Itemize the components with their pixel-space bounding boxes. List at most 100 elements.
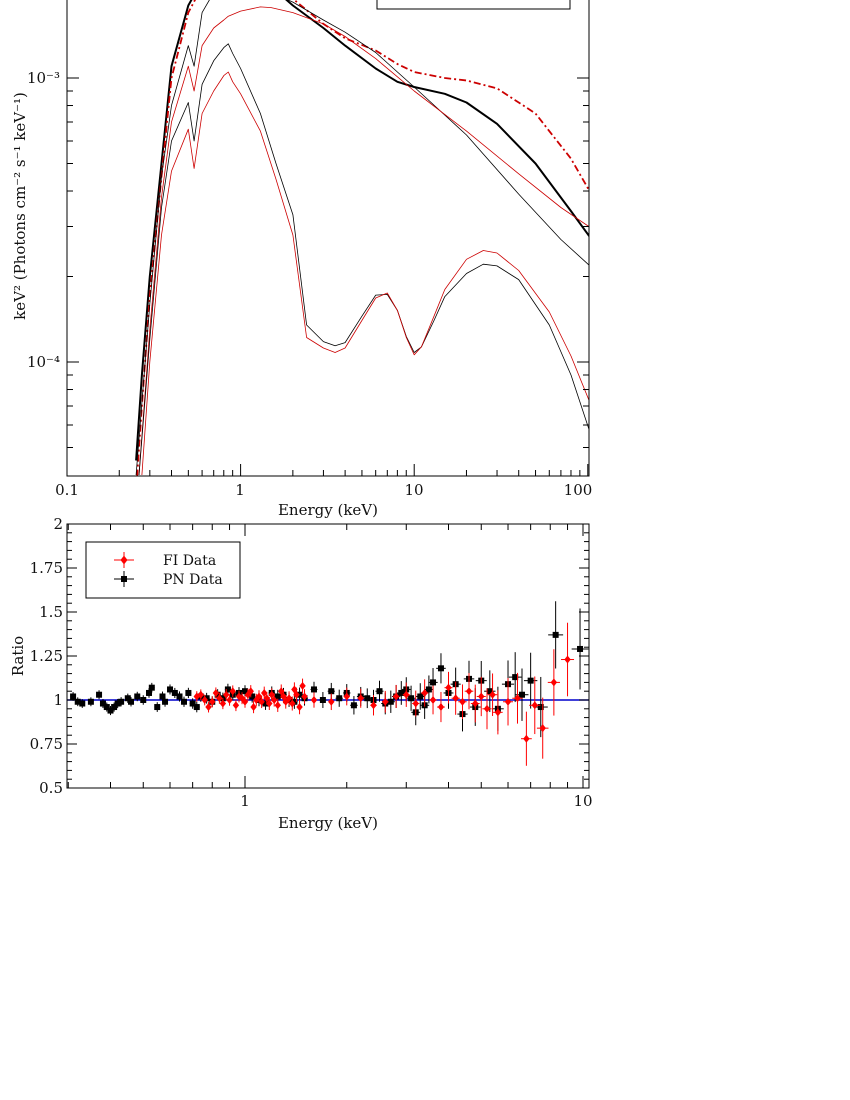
ratio-legend: FI Data PN Data <box>85 541 241 599</box>
pn-data-point <box>176 691 183 702</box>
fi-data-point <box>529 676 541 735</box>
fi-data-point <box>343 687 350 706</box>
fi-data-point <box>482 688 492 730</box>
spectrum-plot-frame <box>66 0 590 477</box>
fi-data-point <box>503 678 514 726</box>
fi-data-point <box>289 696 296 711</box>
fi-data-point <box>301 689 308 704</box>
bottom-y-tick-label: 1.25 <box>30 647 63 665</box>
spectrum-curve-3 <box>135 0 589 476</box>
fi-data-point <box>261 686 268 700</box>
pn-data-point <box>335 689 343 707</box>
pn-data-point <box>193 701 200 713</box>
fi-data-point <box>561 622 575 697</box>
fi-data-point <box>451 681 460 715</box>
pn-data-point <box>118 697 125 707</box>
top-y-axis-label: keV² (Photons cm⁻² s⁻¹ keV⁻¹) <box>11 92 29 320</box>
spectrum-curve-1 <box>135 0 589 461</box>
fi-data-point <box>255 690 263 703</box>
spectrum-curve-2 <box>136 0 589 476</box>
fi-data-point <box>226 694 233 706</box>
pn-data-point <box>363 688 372 709</box>
pn-data-point <box>162 696 169 707</box>
pn-data-point <box>107 706 114 716</box>
fi-data-point <box>470 684 480 723</box>
pn-data-point <box>167 684 174 695</box>
fi-data-point <box>244 688 252 701</box>
fi-data-point <box>536 697 549 759</box>
fi-data-point <box>437 691 445 723</box>
pn-data-point <box>70 692 77 701</box>
fi-data-point <box>193 691 200 702</box>
top-x-tick-label: 1 <box>235 481 245 499</box>
fi-data-point <box>266 697 273 710</box>
fi-data-point <box>402 682 410 707</box>
bottom-y-axis-label: Ratio <box>9 636 27 676</box>
fi-data-point <box>274 698 281 712</box>
legend-fi-label: FI Data <box>163 553 216 569</box>
fi-data-point <box>412 690 420 717</box>
top-y-tick-label: 10⁻⁴ <box>27 353 60 371</box>
pn-data-point <box>350 696 358 715</box>
top-x-tick-label: 0.1 <box>55 481 79 499</box>
spectrum-panel: 0.1 1 10 100 10⁻³ 10⁻⁴ Energy (keV) keV²… <box>11 0 593 519</box>
fi-data-point <box>209 696 216 708</box>
fi-data-point <box>429 685 437 715</box>
fi-data-point <box>247 685 254 698</box>
pn-data-point <box>189 698 196 709</box>
pn-data-point <box>375 680 384 702</box>
fi-data-point <box>296 699 303 715</box>
fi-data-point <box>258 695 265 709</box>
pn-data-point <box>148 682 155 693</box>
spectrum-curve-4 <box>138 6 589 476</box>
pn-data-point <box>124 693 131 703</box>
ratio-axis-ticks <box>67 523 589 789</box>
pn-data-point <box>134 691 141 702</box>
fi-data-point <box>547 649 560 716</box>
bottom-x-tick-label: 10 <box>573 792 592 810</box>
fi-data-point <box>205 701 212 713</box>
bottom-x-axis-label: Energy (keV) <box>278 814 378 832</box>
pn-data-point <box>181 696 188 707</box>
pn-data-point <box>406 685 416 711</box>
bottom-y-tick-label: 0.75 <box>30 735 63 753</box>
fi-data-point <box>520 711 532 766</box>
pn-data-point <box>99 699 106 709</box>
top-x-axis-label: Energy (keV) <box>278 501 378 519</box>
fi-data-point <box>328 693 335 711</box>
fi-data-point <box>250 700 257 714</box>
pn-data-point <box>185 687 192 699</box>
top-x-tick-label: 10 <box>404 481 423 499</box>
pn-data-point <box>508 652 522 703</box>
legend-pn-label: PN Data <box>163 572 223 588</box>
fi-data-point <box>444 671 453 704</box>
fi-data-point <box>219 697 227 710</box>
fi-data-point <box>370 695 377 716</box>
spectrum-curve-5 <box>138 43 589 476</box>
fi-data-point <box>212 687 220 699</box>
pn-data-point <box>319 692 327 708</box>
fi-data-point <box>216 692 223 704</box>
bottom-y-tick-label: 1 <box>53 691 63 709</box>
fi-data-point <box>241 695 249 708</box>
fi-data-point <box>293 687 300 702</box>
pn-data-point <box>154 702 161 712</box>
spectrum-curve-6 <box>141 71 589 476</box>
pn-data-point <box>548 601 564 669</box>
legend-box <box>85 541 241 599</box>
fi-data-point <box>381 690 389 713</box>
top-x-tick-label: 100 <box>564 481 593 499</box>
fi-data-point <box>458 684 467 720</box>
spectrum-curves <box>135 0 589 476</box>
fi-data-point <box>464 673 474 710</box>
top-y-tick-label: 10⁻³ <box>27 69 60 87</box>
fi-data-point <box>476 676 486 717</box>
pn-data-point <box>424 675 434 704</box>
fi-data-point <box>270 693 278 707</box>
pn-data-point <box>397 681 406 705</box>
fi-data-point <box>263 691 270 705</box>
spectrum-legend-box <box>376 0 571 10</box>
bottom-y-tick-label: 2 <box>53 515 63 533</box>
bottom-x-tick-label: 1 <box>240 792 250 810</box>
